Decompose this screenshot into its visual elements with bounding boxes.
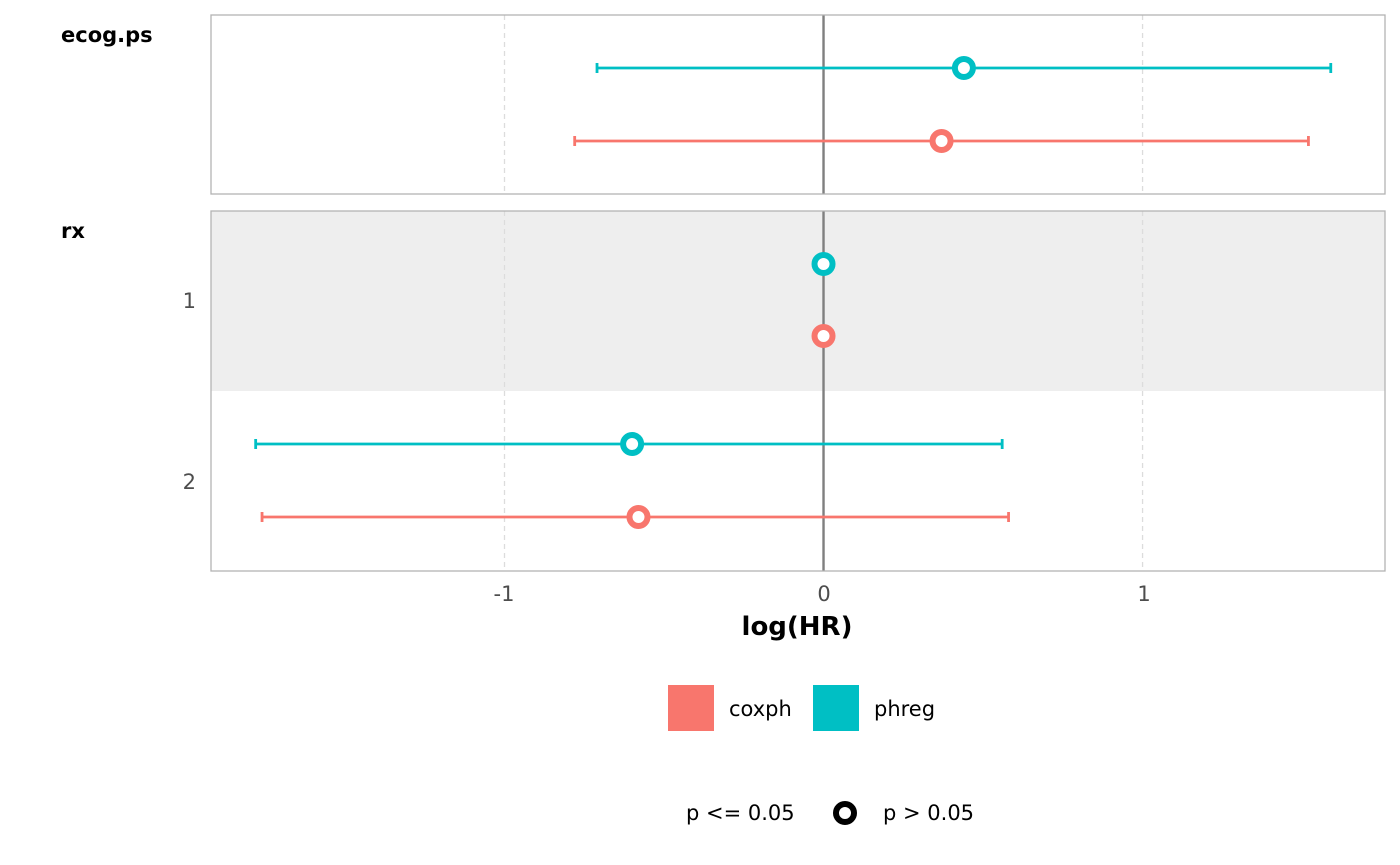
point-rx-1-coxph bbox=[811, 324, 836, 348]
point-ecog-ps-row-coxph bbox=[929, 129, 954, 153]
y-level-label-2: 2 bbox=[183, 470, 196, 494]
shape-legend: p <= 0.05 p > 0.05 bbox=[686, 801, 974, 825]
legend-key-phreg bbox=[813, 685, 859, 731]
point-rx-1-phreg bbox=[811, 252, 836, 276]
shape-legend-ring-icon bbox=[833, 801, 857, 825]
color-legend: coxph phreg bbox=[668, 685, 935, 731]
panel-border-rx bbox=[210, 210, 1386, 572]
x-tick-label-0: 0 bbox=[817, 582, 830, 606]
legend-label-coxph: coxph bbox=[729, 697, 792, 721]
legend-label-phreg: phreg bbox=[874, 697, 935, 721]
y-level-label-1: 1 bbox=[183, 289, 196, 313]
x-tick-label-1: 1 bbox=[1137, 582, 1150, 606]
legend-key-coxph bbox=[668, 685, 714, 731]
facet-label-ecog-ps: ecog.ps bbox=[61, 23, 153, 47]
shape-legend-right-label: p > 0.05 bbox=[883, 801, 974, 825]
point-ecog-ps-row-phreg bbox=[951, 56, 976, 80]
point-rx-2-phreg bbox=[620, 432, 645, 456]
row-stripe-rx-1 bbox=[211, 211, 1385, 391]
point-rx-2-coxph bbox=[626, 505, 651, 529]
facet-label-rx: rx bbox=[61, 219, 85, 243]
x-tick-label-neg1: -1 bbox=[494, 582, 515, 606]
marks-layer bbox=[254, 56, 1333, 529]
panels-layer bbox=[210, 14, 1386, 572]
panel-border-ecog-ps bbox=[210, 14, 1386, 195]
shape-legend-left-label: p <= 0.05 bbox=[686, 801, 795, 825]
x-axis-title: log(HR) bbox=[742, 612, 853, 642]
x-axis-ticks: -1 0 1 bbox=[494, 582, 1151, 606]
panel-background-ecog-ps bbox=[211, 15, 1385, 194]
